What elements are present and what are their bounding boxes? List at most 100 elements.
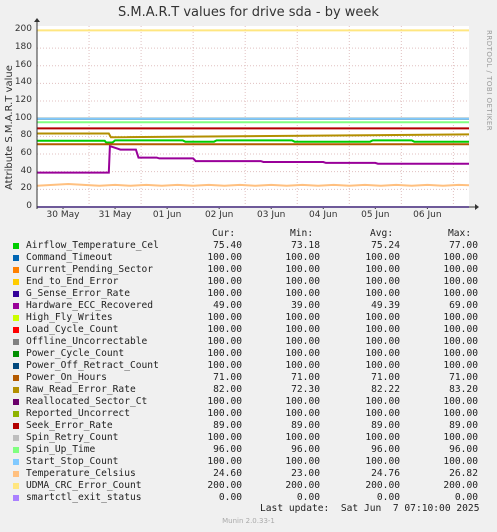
legend-swatch — [13, 483, 19, 489]
legend-row: G_Sense_Error_Rate 100.00 100.00 100.00 100.… — [0, 288, 497, 300]
series-line-temperature-celsius — [36, 182, 470, 187]
legend-value-min: 96.00 — [291, 444, 320, 455]
legend-series-name: Seek_Error_Rate — [26, 420, 113, 431]
legend-value-avg: 24.76 — [371, 468, 400, 479]
legend-value-avg: 75.24 — [371, 240, 400, 251]
legend-value-min: 89.00 — [291, 420, 320, 431]
legend-swatch — [13, 279, 19, 285]
legend-value-max: 0.00 — [454, 492, 478, 503]
legend-series-name: Reallocated_Sector_Ct — [26, 396, 148, 407]
legend-row: Command_Timeout 100.00 100.00 100.00 100.00 — [0, 252, 497, 264]
legend-row: Airflow_Temperature_Cel 75.40 73.18 75.24 77… — [0, 240, 497, 252]
munin-version: Munin 2.0.33-1 — [222, 517, 275, 525]
legend-value-min: 39.00 — [291, 300, 320, 311]
legend-row: Hardware_ECC_Recovered 49.00 39.00 49.39 69.… — [0, 300, 497, 312]
legend-row: High_Fly_Writes 100.00 100.00 100.00 100.00 — [0, 312, 497, 324]
legend-swatch — [13, 387, 19, 393]
header-cur: Cur: — [212, 228, 236, 239]
legend-value-avg: 100.00 — [365, 288, 400, 299]
legend-value-cur: 71.00 — [213, 372, 242, 383]
legend-value-avg: 100.00 — [365, 408, 400, 419]
legend-row: Power_On_Hours 71.00 71.00 71.00 71.00 — [0, 372, 497, 384]
legend-value-max: 100.00 — [443, 456, 478, 467]
x-tick-label: 03 Jun — [257, 210, 286, 220]
legend-value-avg: 96.00 — [371, 444, 400, 455]
y-tick-label: 180 — [14, 42, 32, 53]
y-tick-label: 40 — [20, 165, 32, 176]
legend-value-max: 100.00 — [443, 360, 478, 371]
legend-value-cur: 100.00 — [207, 408, 242, 419]
rrdtool-credit: RRDTOOL / TOBI OETIKER — [485, 30, 493, 132]
legend-series-name: Offline_Uncorrectable — [26, 336, 148, 347]
legend-series-name: smartctl_exit_status — [26, 492, 142, 503]
legend-value-max: 96.00 — [449, 444, 478, 455]
legend-value-avg: 100.00 — [365, 264, 400, 275]
legend-value-min: 100.00 — [285, 264, 320, 275]
legend-row: smartctl_exit_status 0.00 0.00 0.00 0.00 — [0, 492, 497, 504]
legend-value-avg: 100.00 — [365, 276, 400, 287]
legend-value-cur: 100.00 — [207, 432, 242, 443]
legend-swatch — [13, 399, 19, 405]
y-tick-label: 120 — [14, 95, 32, 106]
legend-series-name: Current_Pending_Sector — [26, 264, 154, 275]
legend-value-avg: 100.00 — [365, 336, 400, 347]
legend-value-min: 100.00 — [285, 360, 320, 371]
legend-value-min: 100.00 — [285, 408, 320, 419]
legend-swatch — [13, 243, 19, 249]
legend-value-max: 100.00 — [443, 288, 478, 299]
legend-value-avg: 49.39 — [371, 300, 400, 311]
legend-value-max: 69.00 — [449, 300, 478, 311]
legend-value-max: 100.00 — [443, 408, 478, 419]
legend-value-cur: 82.00 — [213, 384, 242, 395]
legend-series-name: UDMA_CRC_Error_Count — [26, 480, 142, 491]
legend-value-min: 100.00 — [285, 288, 320, 299]
legend-swatch — [13, 363, 19, 369]
chart-title: S.M.A.R.T values for drive sda - by week — [118, 5, 379, 20]
x-tick-label: 04 Jun — [309, 210, 338, 220]
legend-row: Spin_Up_Time 96.00 96.00 96.00 96.00 — [0, 444, 497, 456]
legend-swatch — [13, 339, 19, 345]
legend-series-name: Reported_Uncorrect — [26, 408, 130, 419]
legend-swatch — [13, 423, 19, 429]
y-tick-label: 160 — [14, 59, 32, 70]
y-tick-label: 20 — [20, 183, 32, 194]
plot-background — [37, 26, 469, 207]
legend-series-name: G_Sense_Error_Rate — [26, 288, 130, 299]
legend-row: Power_Off_Retract_Count 100.00 100.00 100.0… — [0, 360, 497, 372]
legend-value-avg: 100.00 — [365, 252, 400, 263]
legend-value-avg: 100.00 — [365, 396, 400, 407]
legend-value-min: 23.00 — [291, 468, 320, 479]
legend-value-cur: 100.00 — [207, 288, 242, 299]
legend-swatch — [13, 435, 19, 441]
legend-value-min: 200.00 — [285, 480, 320, 491]
legend-value-max: 100.00 — [443, 324, 478, 335]
legend-value-max: 100.00 — [443, 276, 478, 287]
legend-row: Seek_Error_Rate 89.00 89.00 89.00 89.00 — [0, 420, 497, 432]
legend-value-cur: 100.00 — [207, 264, 242, 275]
legend-value-max: 100.00 — [443, 312, 478, 323]
legend-value-cur: 100.00 — [207, 252, 242, 263]
x-tick-label: 01 Jun — [152, 210, 182, 220]
legend-series-name: Command_Timeout — [26, 252, 113, 263]
legend-series-name: Raw_Read_Error_Rate — [26, 384, 136, 395]
header-max: Max: — [448, 228, 472, 239]
legend-swatch — [13, 327, 19, 333]
legend-series-name: Start_Stop_Count — [26, 456, 119, 467]
legend-value-avg: 89.00 — [371, 420, 400, 431]
series-line-airflow-temperature-cel — [37, 139, 469, 144]
legend-value-cur: 0.00 — [218, 492, 242, 503]
legend-series-name: Temperature_Celsius — [26, 468, 136, 479]
legend-row: Reported_Uncorrect 100.00 100.00 100.00 100.… — [0, 408, 497, 420]
legend-value-min: 100.00 — [285, 456, 320, 467]
legend-row: UDMA_CRC_Error_Count 200.00 200.00 200.00 20… — [0, 480, 497, 492]
legend-value-max: 100.00 — [443, 252, 478, 263]
legend-value-cur: 100.00 — [207, 360, 242, 371]
legend-series-name: High_Fly_Writes — [26, 312, 113, 323]
legend-value-min: 0.00 — [296, 492, 320, 503]
legend-series-name: Power_On_Hours — [26, 372, 107, 383]
legend-swatch — [13, 471, 19, 477]
legend-value-min: 100.00 — [285, 252, 320, 263]
legend-row: Offline_Uncorrectable 100.00 100.00 100.00 1… — [0, 336, 497, 348]
series-line-raw-read-error-rate — [37, 132, 470, 139]
legend-value-min: 100.00 — [285, 348, 320, 359]
